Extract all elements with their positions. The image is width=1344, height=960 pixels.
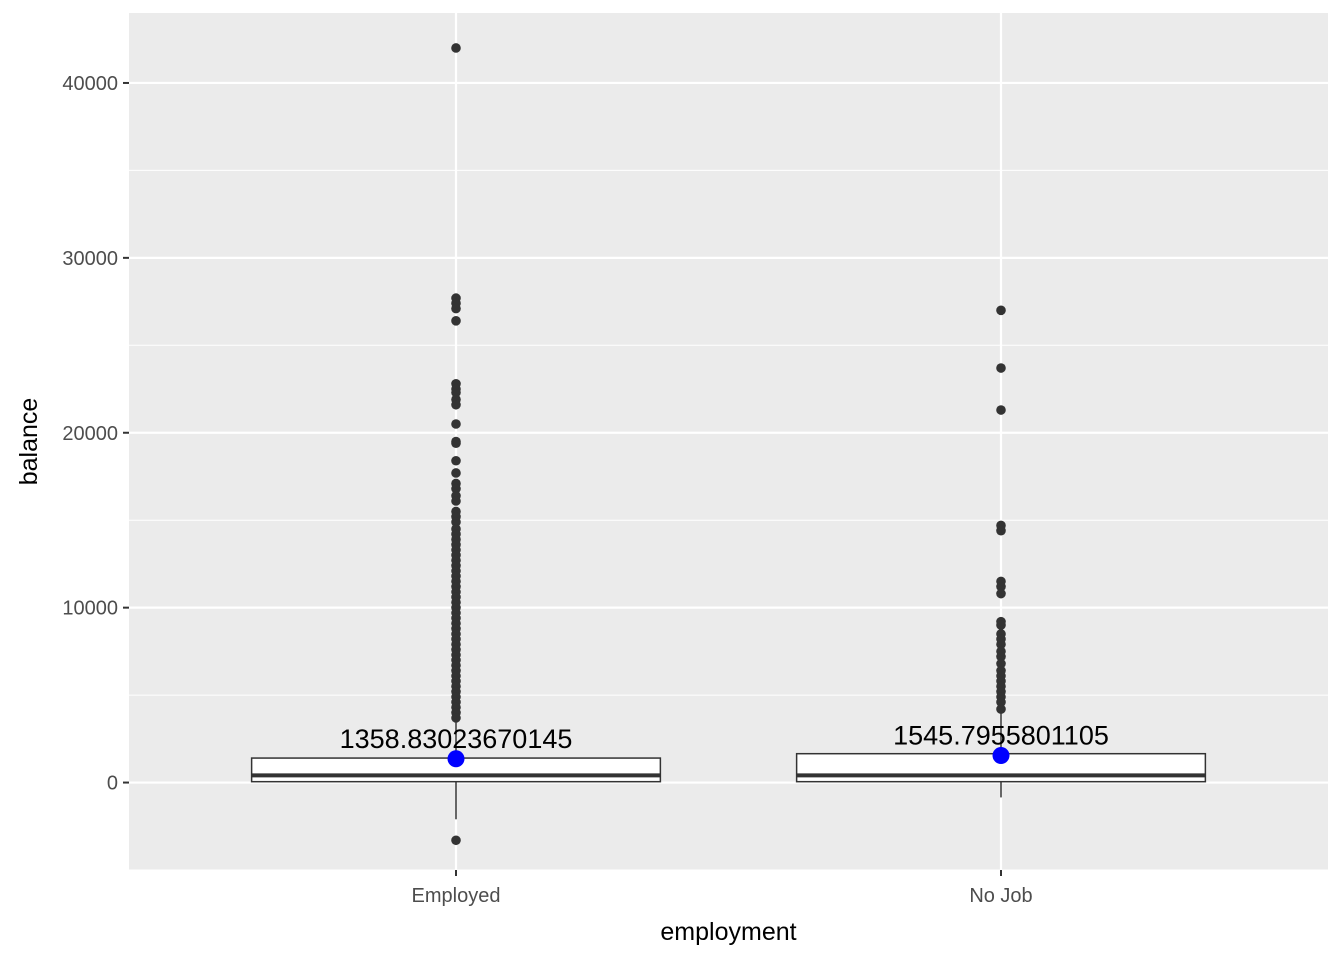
mean-point: [447, 750, 465, 768]
y-tick-label: 30000: [62, 248, 118, 270]
outlier-point: [996, 405, 1006, 415]
outlier-point: [451, 438, 461, 449]
outlier-point: [451, 303, 461, 314]
y-axis-title: balance: [15, 398, 43, 486]
outlier-point: [451, 713, 461, 723]
outlier-point: [996, 651, 1006, 662]
outlier-point: [996, 581, 1006, 592]
outlier-point: [451, 835, 461, 846]
mean-label: 1545.7955801105: [893, 721, 1109, 751]
box-group: 1358.83023670145: [250, 43, 662, 846]
outlier-point: [996, 704, 1006, 714]
outlier-point: [996, 697, 1006, 707]
box-group: 1545.7955801105: [795, 305, 1207, 798]
outlier-point: [451, 43, 461, 53]
axes: 0 10000 20000 30000 40000 Employed No Job: [62, 73, 1032, 907]
outlier-point: [996, 363, 1006, 373]
outlier-point: [996, 620, 1006, 630]
outlier-point: [451, 468, 461, 478]
outlier-point: [996, 639, 1006, 650]
y-tick-label: 10000: [62, 598, 118, 620]
plot-panel: [129, 13, 1328, 870]
x-axis-title: employment: [660, 918, 796, 946]
outlier-point: [996, 305, 1006, 316]
x-tick-label: No Job: [969, 885, 1032, 907]
y-tick-label: 40000: [62, 73, 118, 95]
outlier-point: [451, 483, 461, 494]
y-tick-label: 20000: [62, 423, 118, 445]
mean-label: 1358.83023670145: [340, 724, 573, 754]
outlier-point: [996, 658, 1006, 669]
y-tick-label: 0: [107, 773, 118, 795]
outlier-point: [451, 387, 461, 398]
outlier-point: [451, 316, 461, 326]
mean-point: [992, 747, 1010, 765]
outlier-point: [451, 399, 461, 410]
boxes: 1358.83023670145 1545.7955801105: [250, 43, 1207, 846]
x-tick-label: Employed: [412, 885, 501, 907]
grid-lines: [129, 13, 1328, 871]
outlier-point: [451, 419, 461, 429]
outlier-point: [996, 588, 1006, 599]
outlier-point: [451, 455, 461, 466]
outlier-point: [996, 525, 1006, 536]
outlier-point: [451, 496, 461, 506]
outlier-point: [451, 517, 461, 527]
